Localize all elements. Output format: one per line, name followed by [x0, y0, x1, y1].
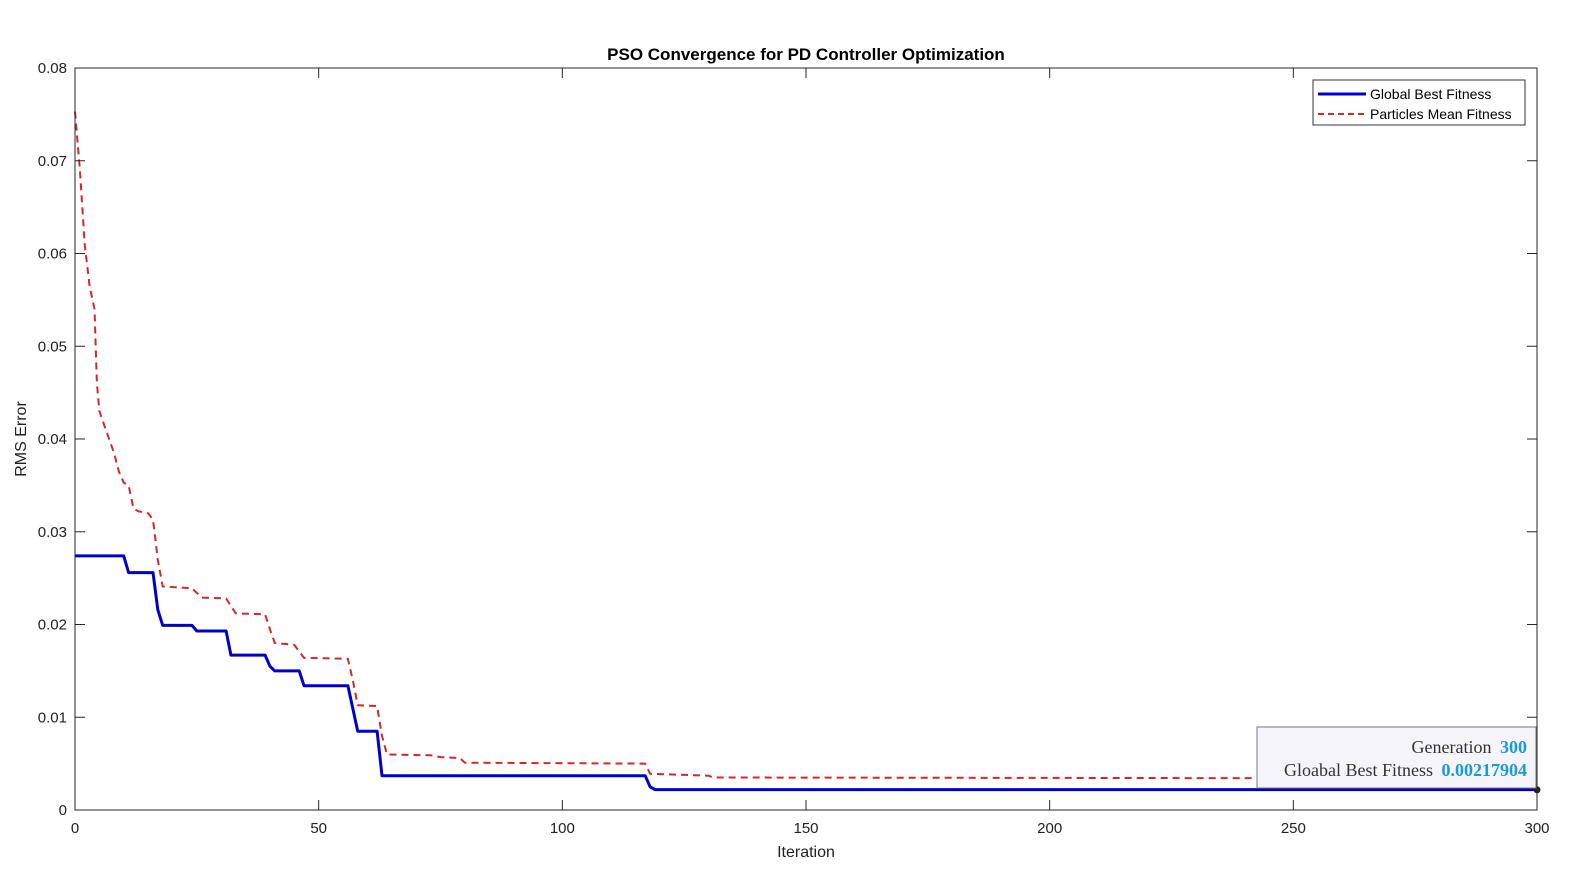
legend: Global Best Fitness Particles Mean Fitne…: [1312, 79, 1526, 126]
series-line-particles-mean-fitness: [74, 111, 1538, 780]
y-tick-label: 0.02: [38, 617, 67, 634]
y-tick-label: 0.07: [38, 153, 67, 170]
datatip: Generation 300 Gloabal Best Fitness 0.00…: [1256, 726, 1537, 789]
x-tick-label: 100: [550, 820, 575, 837]
datatip-box: [1256, 726, 1537, 789]
y-tick-label: 0.06: [38, 246, 67, 263]
series-line-global-best-fitness: [75, 554, 1537, 792]
y-tick-label: 0.05: [38, 338, 67, 355]
datatip-line2-label: Gloabal Best Fitness: [1284, 760, 1433, 780]
x-tick-label: 250: [1281, 820, 1306, 837]
x-tick-label: 50: [310, 820, 327, 837]
chart-title: PSO Convergence for PD Controller Optimi…: [607, 45, 1005, 64]
y-axis-label: RMS Error: [13, 401, 30, 477]
x-tick-label: 200: [1037, 820, 1062, 837]
x-axis-label: Iteration: [777, 844, 835, 861]
x-tick-label: 300: [1524, 820, 1549, 837]
legend-label-global-best: Global Best Fitness: [1370, 86, 1491, 102]
y-tick-label: 0.01: [38, 709, 67, 726]
legend-label-particles-mean: Particles Mean Fitness: [1370, 106, 1512, 122]
datatip-line1: Generation 300: [1412, 737, 1527, 757]
y-tick-label: 0.08: [38, 60, 67, 77]
datatip-line1-value: 300: [1500, 737, 1527, 757]
datatip-line2: Gloabal Best Fitness 0.00217904: [1284, 760, 1527, 780]
axes: 0 50 100 150 200 250 300 0 0.01 0.02 0.03 0.04 0.05 0…: [38, 60, 1550, 837]
legend-box: [1312, 79, 1526, 126]
datatip-line1-label: Generation: [1412, 737, 1492, 757]
y-tick-label: 0: [59, 802, 67, 819]
x-tick-label: 150: [793, 820, 818, 837]
y-tick-label: 0.04: [38, 431, 67, 448]
datatip-line2-value: 0.00217904: [1442, 760, 1528, 780]
x-tick-label: 0: [71, 820, 79, 837]
y-tick-label: 0.03: [38, 524, 67, 541]
